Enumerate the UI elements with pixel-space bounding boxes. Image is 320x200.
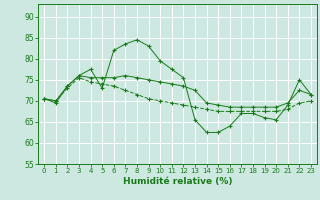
X-axis label: Humidité relative (%): Humidité relative (%): [123, 177, 232, 186]
